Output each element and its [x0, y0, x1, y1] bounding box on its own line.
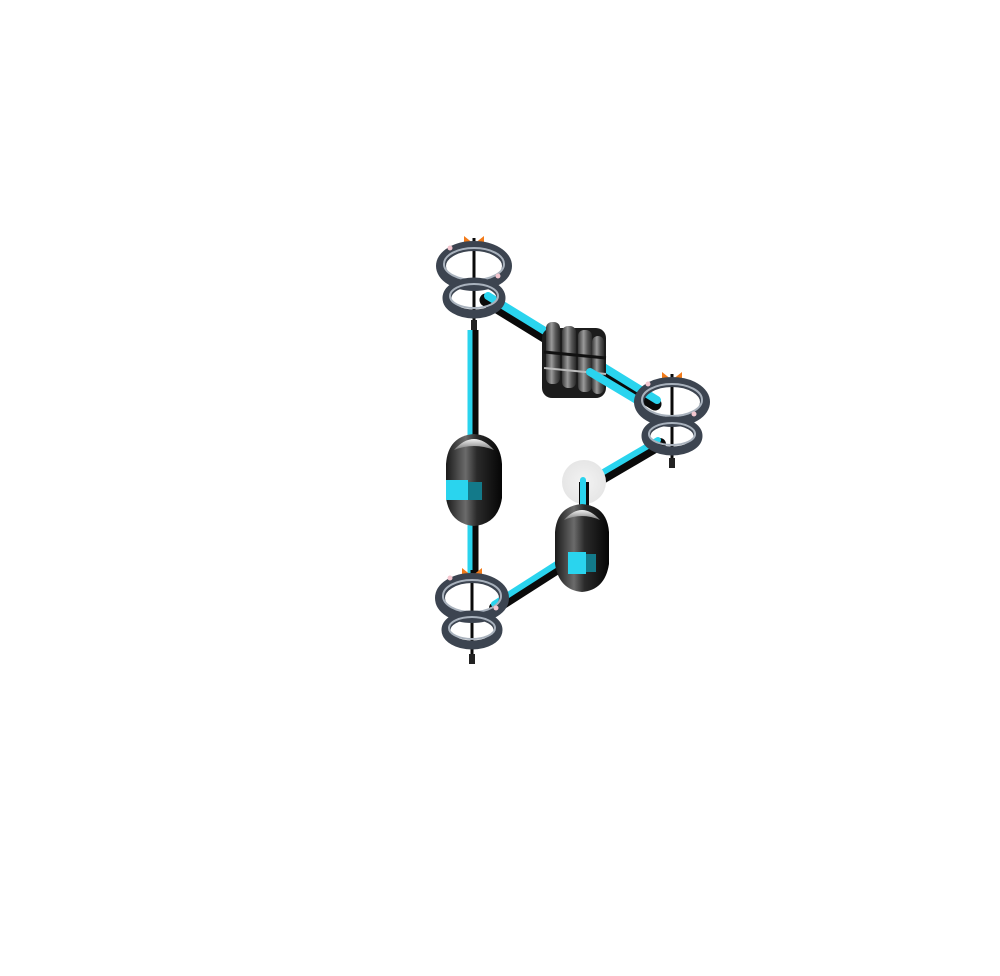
capsule-icon	[446, 434, 502, 526]
node-top	[436, 236, 512, 330]
glow-port-icon	[562, 460, 606, 515]
node-bottom	[435, 568, 509, 664]
ridged-block-icon	[542, 322, 607, 398]
node-right	[634, 372, 710, 468]
capsule-icon	[555, 504, 609, 592]
beam-top-to-right-front	[586, 368, 644, 406]
